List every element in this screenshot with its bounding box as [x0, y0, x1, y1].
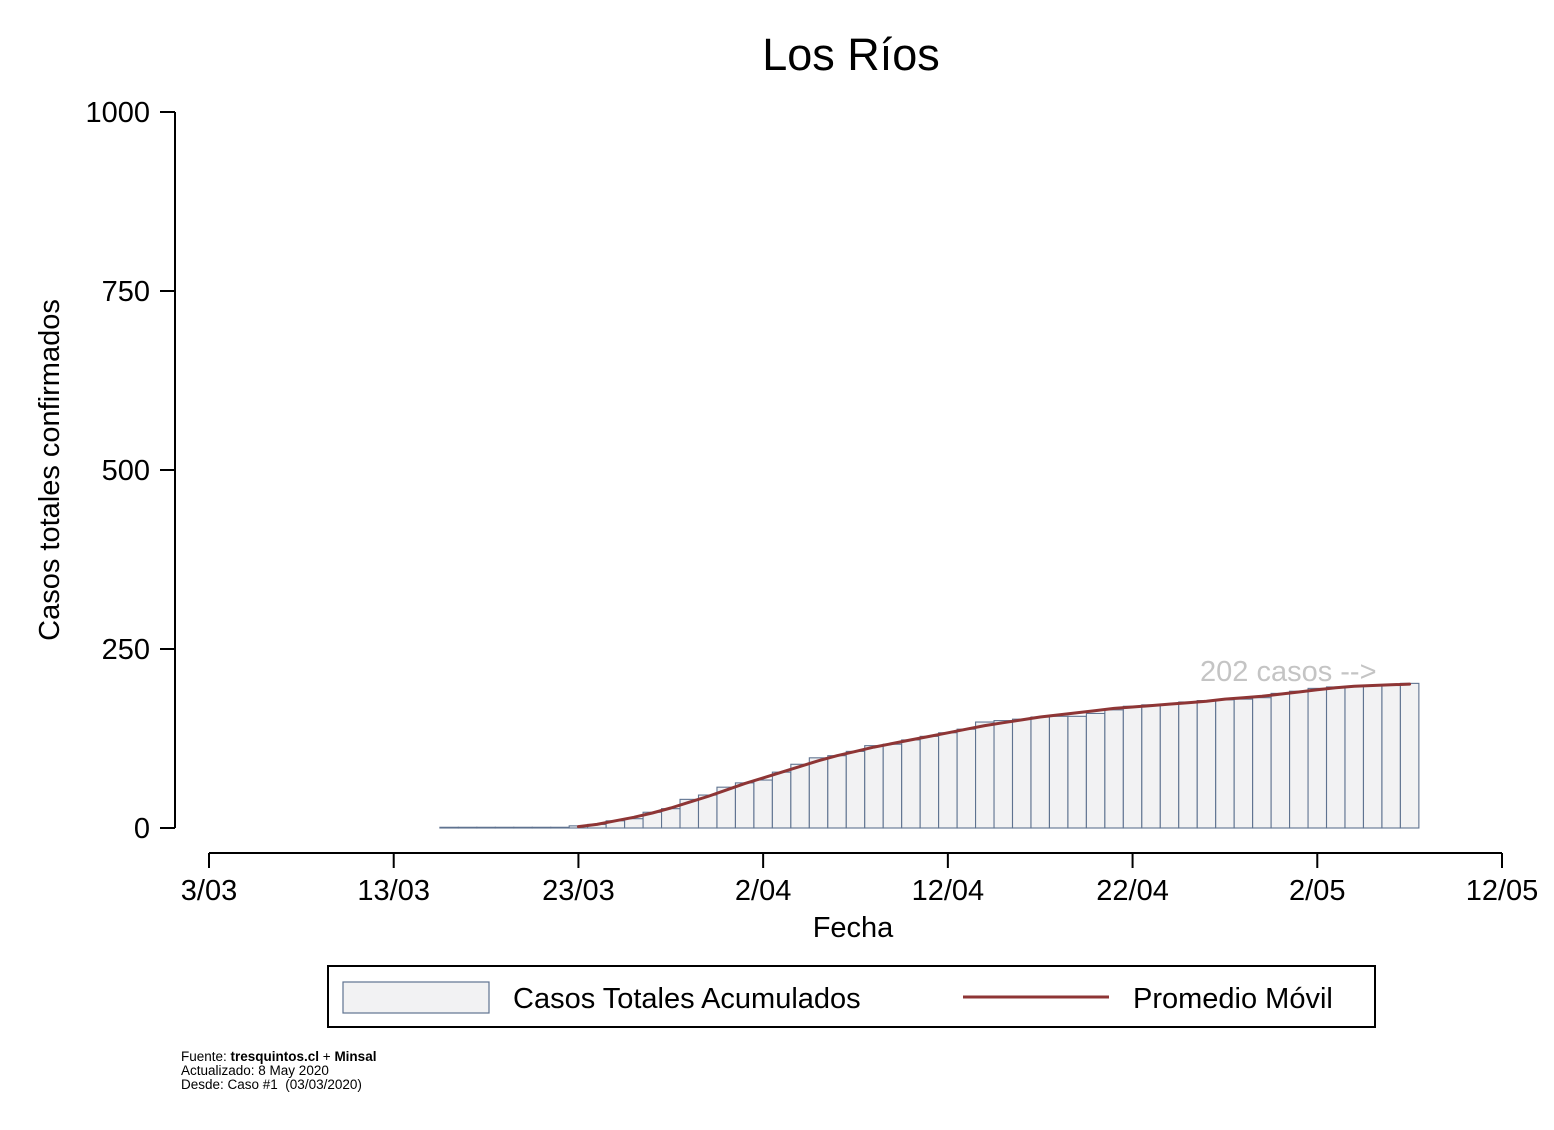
y-axis-ticks: 0 250 500 750 1000 — [85, 97, 175, 845]
source-org: Minsal — [334, 1049, 376, 1064]
bar-2020-04-03 — [771, 771, 792, 829]
bar-2020-04-29 — [1252, 697, 1272, 829]
bar-2020-05-03 — [1325, 686, 1346, 829]
y-axis-label: Casos totales confirmados — [34, 299, 66, 641]
bar-2020-04-08 — [864, 745, 884, 829]
bar-2020-04-25 — [1178, 701, 1198, 829]
x-tick-label: 3/03 — [181, 875, 237, 907]
y-tick-label: 0 — [134, 813, 150, 845]
footer-notes: Fuente: tresquintos.cl + Minsal Actualiz… — [181, 1049, 376, 1092]
series-line-promedio-movil — [576, 682, 1412, 829]
legend-swatch-bars — [342, 981, 490, 1014]
bar-2020-04-10 — [901, 739, 921, 829]
bar-2020-04-09 — [882, 743, 903, 829]
bar-2020-04-14 — [975, 721, 995, 829]
bar-2020-04-02 — [753, 779, 773, 829]
chart-title: Los Ríos — [762, 29, 940, 80]
bar-2020-04-23 — [1141, 704, 1161, 829]
bar-2020-03-20 — [513, 826, 533, 829]
x-axis-ticks: 3/03 13/03 23/03 2/04 12/04 22/04 2/05 12/05 — [181, 853, 1539, 907]
bar-2020-04-22 — [1122, 705, 1143, 829]
y-tick-label: 750 — [102, 276, 150, 308]
bar-2020-03-21 — [531, 826, 552, 829]
bar-2020-04-06 — [827, 755, 847, 829]
y-tick-label: 500 — [102, 455, 150, 487]
bar-2020-04-15 — [993, 720, 1014, 829]
x-axis-label: Fecha — [813, 912, 894, 944]
bar-2020-04-21 — [1104, 709, 1124, 829]
updated-note: Actualizado: 8 May 2020 — [181, 1063, 329, 1078]
bar-2020-04-17 — [1030, 716, 1050, 829]
x-tick-label: 12/05 — [1466, 875, 1539, 907]
source-separator: + — [319, 1049, 334, 1064]
bar-2020-04-13 — [956, 728, 977, 829]
bar-2020-03-19 — [494, 826, 515, 829]
bar-2020-04-05 — [808, 757, 829, 829]
bar-2020-04-19 — [1067, 715, 1087, 829]
legend-box — [327, 965, 1376, 1028]
legend-label-bars: Casos Totales Acumulados — [513, 983, 861, 1015]
bar-2020-05-07 — [1399, 682, 1420, 829]
x-tick-label: 2/04 — [735, 875, 791, 907]
x-tick-label: 2/05 — [1289, 875, 1345, 907]
bar-2020-04-18 — [1048, 715, 1069, 829]
bar-2020-04-16 — [1011, 718, 1032, 829]
bars-casos-totales-acumulados — [439, 682, 1420, 829]
bar-2020-04-30 — [1270, 692, 1291, 829]
x-tick-label: 23/03 — [542, 875, 615, 907]
bar-2020-04-01 — [734, 782, 755, 829]
bar-2020-05-02 — [1307, 687, 1328, 829]
bar-2020-03-22 — [550, 826, 570, 829]
bar-2020-04-24 — [1159, 703, 1180, 829]
y-tick-label: 1000 — [85, 97, 150, 129]
legend-label-line: Promedio Móvil — [1133, 983, 1333, 1015]
x-tick-label: 12/04 — [912, 875, 985, 907]
x-tick-label: 22/04 — [1096, 875, 1169, 907]
bar-2020-03-16 — [439, 826, 459, 829]
bar-2020-04-04 — [790, 763, 810, 829]
bar-2020-04-26 — [1196, 700, 1217, 829]
bar-2020-05-06 — [1381, 684, 1401, 829]
annotation-last-value: 202 casos --> — [1200, 656, 1377, 688]
bar-2020-05-05 — [1362, 684, 1383, 829]
legend: Casos Totales Acumulados Promedio Móvil — [327, 965, 1376, 1028]
bar-2020-05-01 — [1289, 690, 1309, 829]
bar-2020-04-11 — [919, 735, 940, 829]
source-prefix: Fuente: — [181, 1049, 231, 1064]
bar-2020-04-28 — [1233, 698, 1254, 829]
source-site: tresquintos.cl — [231, 1049, 320, 1064]
since-note: Desde: Caso #1 (03/03/2020) — [181, 1077, 362, 1092]
bar-2020-05-04 — [1344, 685, 1365, 829]
bar-2020-04-12 — [938, 732, 958, 829]
bar-2020-03-26 — [624, 818, 644, 829]
bar-2020-04-07 — [845, 750, 866, 829]
source-note: Fuente: tresquintos.cl + Minsal — [181, 1049, 376, 1064]
x-tick-label: 13/03 — [357, 875, 430, 907]
bar-2020-03-28 — [660, 808, 681, 829]
bar-2020-04-27 — [1215, 699, 1235, 829]
bar-2020-03-17 — [457, 826, 478, 829]
y-tick-label: 250 — [102, 634, 150, 666]
bar-2020-04-20 — [1085, 712, 1106, 829]
bar-2020-03-18 — [476, 826, 496, 829]
